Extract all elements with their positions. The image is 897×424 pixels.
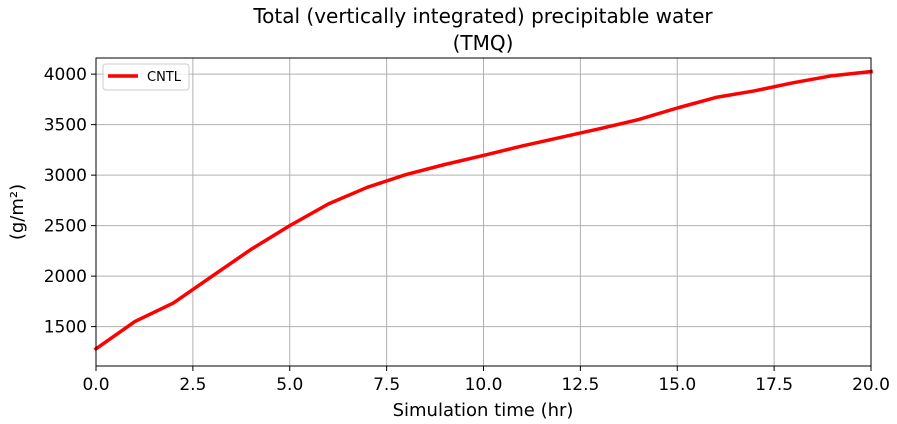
y-axis-label: (g/m²) [7,184,28,240]
series-layer [93,69,873,352]
y-tick-label: 2000 [44,267,87,287]
series-line-cntl [93,69,873,352]
chart-title-line2: (TMQ) [453,31,514,55]
y-tick-label: 3500 [44,116,87,136]
legend-box [102,63,190,91]
x-tick-label: 0.0 [82,375,109,395]
x-tick-label: 5.0 [276,375,303,395]
x-axis-ticks: 0.0 2.5 5.0 7.5 10.0 12.5 15.0 17.5 20.0 [82,366,890,395]
x-tick-label: 15.0 [658,375,696,395]
grid [95,58,872,366]
legend: CNTL [102,63,190,91]
y-axis-ticks: 1500 2000 2500 3000 3500 4000 [44,65,96,338]
legend-label-cntl: CNTL [147,70,182,85]
x-tick-label: 12.5 [561,375,599,395]
y-tick-label: 2500 [44,217,87,237]
x-tick-label: 7.5 [373,375,400,395]
y-tick-label: 4000 [44,65,87,85]
x-tick-label: 17.5 [755,375,793,395]
chart-title-line1: Total (vertically integrated) precipitab… [252,4,713,28]
x-tick-label: 20.0 [852,375,890,395]
x-axis-label: Simulation time (hr) [393,400,574,421]
x-tick-label: 10.0 [465,375,503,395]
y-tick-label: 1500 [44,318,87,338]
x-tick-label: 2.5 [179,375,206,395]
y-tick-label: 3000 [44,166,87,186]
